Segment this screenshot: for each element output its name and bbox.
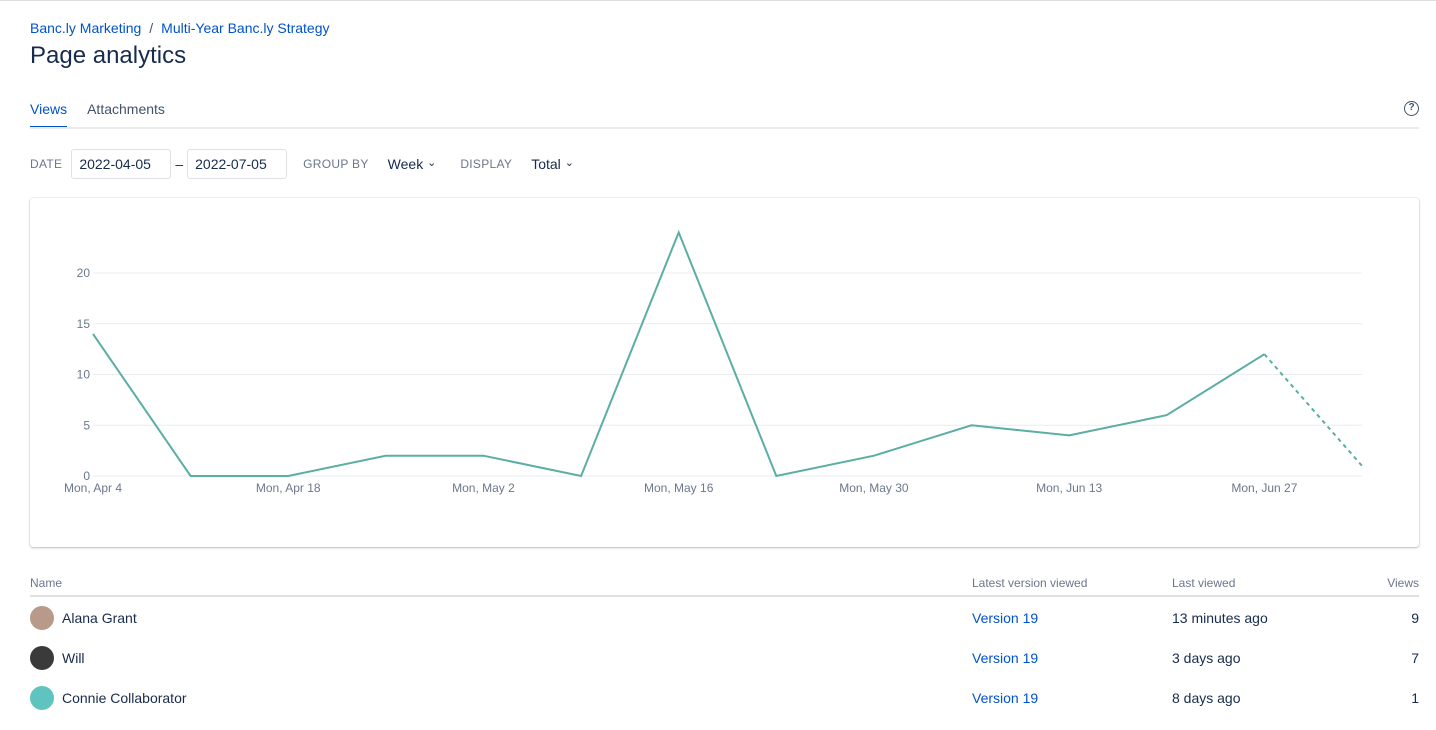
x-tick-label: Mon, Apr 4: [64, 481, 122, 495]
y-tick-label: 10: [77, 368, 91, 382]
y-tick-label: 15: [77, 317, 91, 331]
group-by-select[interactable]: Week ⌄: [388, 156, 437, 172]
version-link[interactable]: Version 19: [972, 610, 1039, 626]
display-value: Total: [531, 156, 561, 172]
data-point[interactable]: [282, 470, 294, 482]
views-series-partial-segment: [1263, 353, 1363, 467]
x-tick-label: Mon, May 30: [839, 481, 909, 495]
data-point[interactable]: [380, 450, 392, 462]
data-point[interactable]: [1356, 460, 1368, 472]
view-count: 7: [1411, 650, 1419, 666]
views-line-chart: 0 5 10 15 20 Mon, Apr 4 Mon, Apr 18 Mon, May 2 M…: [64, 226, 1368, 495]
x-tick-label: Mon, Jun 13: [1036, 481, 1102, 495]
avatar: [30, 606, 54, 630]
table-row: Connie Collaborator Version 19 8 days ag…: [30, 686, 1419, 730]
view-count: 1: [1411, 690, 1419, 706]
data-point[interactable]: [770, 470, 782, 482]
user-name[interactable]: Connie Collaborator: [62, 690, 187, 706]
date-to-input[interactable]: 2022-07-05: [187, 149, 288, 179]
data-point[interactable]: [1161, 409, 1173, 421]
avatar: [30, 686, 54, 710]
y-tick-label: 5: [83, 418, 90, 432]
version-link[interactable]: Version 19: [972, 690, 1039, 706]
chevron-down-icon: ⌄: [427, 157, 437, 169]
group-by-value: Week: [387, 156, 424, 172]
views-chart-card: 0 5 10 15 20 Mon, Apr 4 Mon, Apr 18 Mon, May 2 M…: [30, 198, 1419, 547]
data-point[interactable]: [966, 419, 978, 431]
data-point[interactable]: [673, 226, 685, 238]
data-point[interactable]: [575, 470, 587, 482]
breadcrumb-separator: /: [149, 20, 154, 36]
data-point[interactable]: [185, 470, 197, 482]
version-link[interactable]: Version 19: [972, 650, 1039, 666]
data-point[interactable]: [87, 328, 99, 340]
last-viewed: 8 days ago: [1172, 690, 1241, 706]
breadcrumb: Banc.ly Marketing / Multi-Year Banc.ly S…: [30, 20, 330, 36]
x-tick-label: Mon, May 16: [644, 481, 714, 495]
x-tick-label: Mon, May 2: [452, 481, 515, 495]
view-count: 9: [1411, 610, 1419, 626]
y-tick-label: 0: [83, 469, 90, 483]
table-header: Name Latest version viewed Last viewed V…: [30, 576, 1419, 597]
chevron-down-icon: ⌄: [564, 157, 574, 169]
tab-attachments[interactable]: Attachments: [87, 101, 165, 117]
column-header-version[interactable]: Latest version viewed: [972, 576, 1088, 590]
x-tick-label: Mon, Jun 27: [1231, 481, 1297, 495]
group-by-label: GROUP BY: [303, 157, 369, 171]
column-header-views[interactable]: Views: [1387, 576, 1419, 590]
help-icon[interactable]: ?: [1404, 101, 1419, 116]
date-from-input[interactable]: 2022-04-05: [71, 149, 172, 179]
data-point[interactable]: [1063, 429, 1075, 441]
x-tick-label: Mon, Apr 18: [256, 481, 321, 495]
data-point[interactable]: [1258, 348, 1270, 360]
table-row: Alana Grant Version 19 13 minutes ago 9: [30, 606, 1419, 650]
column-header-name[interactable]: Name: [30, 576, 63, 590]
date-label: DATE: [30, 157, 63, 171]
avatar: [30, 646, 54, 670]
user-name[interactable]: Alana Grant: [62, 610, 137, 626]
views-series-line: [92, 229, 1265, 478]
tab-views[interactable]: Views: [30, 101, 68, 128]
display-label: DISPLAY: [460, 157, 513, 171]
display-select[interactable]: Total ⌄: [531, 156, 574, 172]
column-header-last-viewed[interactable]: Last viewed: [1172, 576, 1236, 590]
filter-bar: DATE 2022-04-05 – 2022-07-05 GROUP BY We…: [30, 149, 574, 179]
breadcrumb-link-space[interactable]: Banc.ly Marketing: [30, 20, 142, 36]
date-separator: –: [175, 156, 184, 172]
user-name[interactable]: Will: [62, 650, 85, 666]
last-viewed: 13 minutes ago: [1172, 610, 1268, 626]
data-point[interactable]: [868, 450, 880, 462]
y-tick-label: 20: [77, 266, 91, 280]
last-viewed: 3 days ago: [1172, 650, 1241, 666]
page-title: Page analytics: [30, 42, 187, 69]
tab-divider: [30, 127, 1419, 129]
data-point[interactable]: [477, 450, 489, 462]
tab-bar: Views Attachments: [30, 101, 165, 128]
breadcrumb-link-page[interactable]: Multi-Year Banc.ly Strategy: [161, 20, 330, 36]
table-row: Will Version 19 3 days ago 7: [30, 646, 1419, 690]
